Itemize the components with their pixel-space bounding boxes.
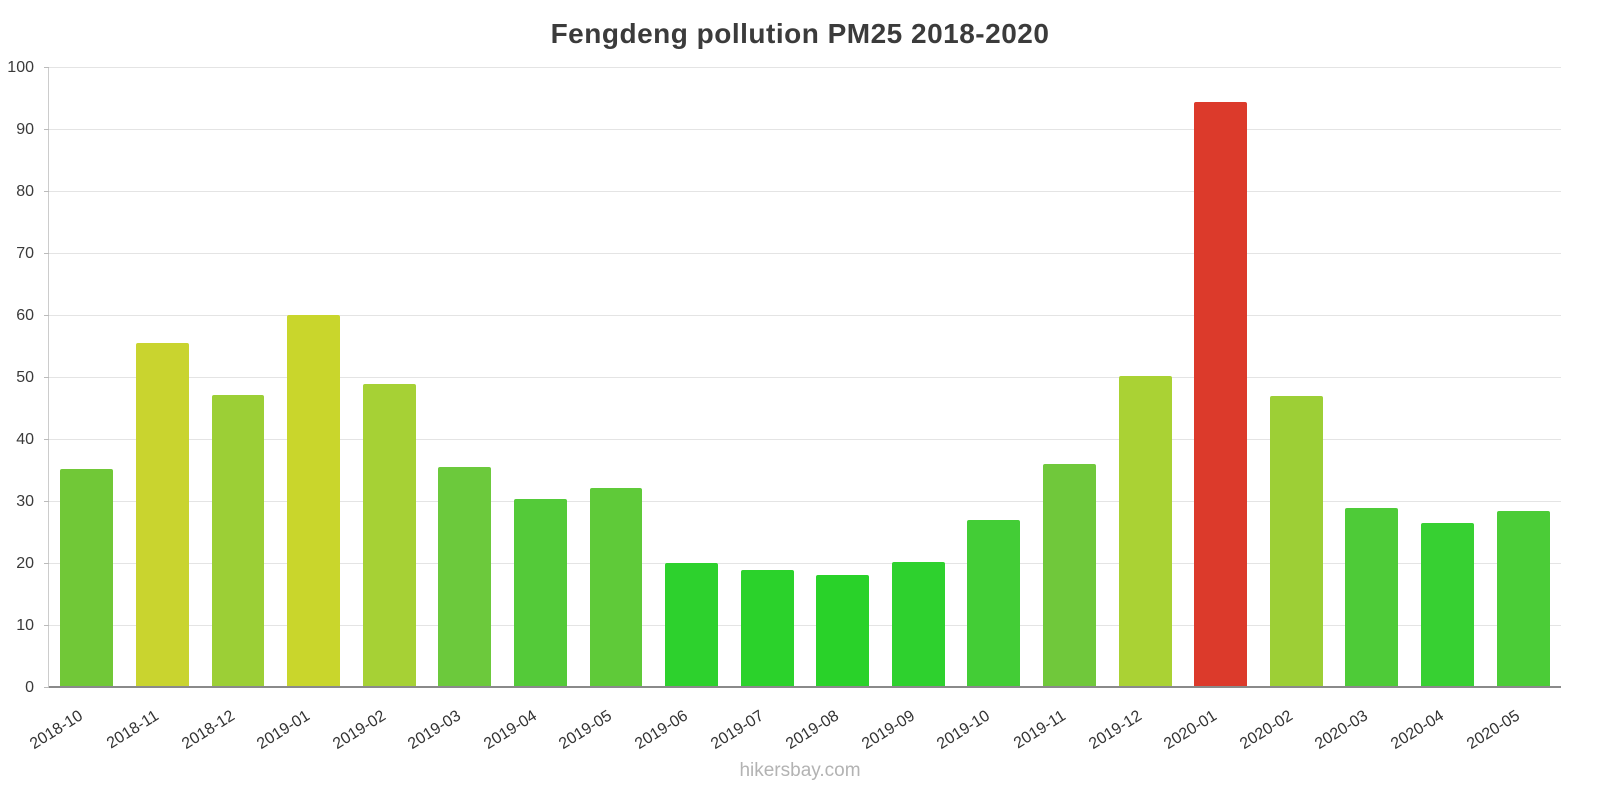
bar-2019-10	[967, 519, 1021, 688]
bar-2020-03	[1345, 508, 1399, 688]
bar-slot	[49, 68, 125, 688]
bar-slot	[125, 68, 201, 688]
bar-2020-04	[1421, 523, 1474, 688]
x-axis-tick-label: 2018-10	[27, 707, 87, 753]
plot-area	[44, 67, 1561, 688]
y-axis-tick-mark	[44, 563, 49, 564]
bar-slot	[956, 68, 1032, 688]
y-axis-tick-label: 70	[16, 245, 34, 262]
y-axis-tick-mark	[44, 439, 49, 440]
gridline	[49, 315, 1561, 316]
gridline	[49, 191, 1561, 192]
bar-2019-11	[1043, 464, 1096, 688]
bar-2019-04	[513, 498, 567, 688]
bar-slot	[200, 68, 276, 688]
bar-slot	[1107, 68, 1183, 688]
y-axis-tick-mark	[44, 501, 49, 502]
x-axis-line	[49, 686, 1561, 688]
y-axis-tick-mark	[44, 67, 49, 68]
gridline	[49, 501, 1561, 502]
y-axis-tick-label: 80	[16, 183, 34, 200]
bar-2019-09	[891, 561, 945, 688]
y-axis-tick-label: 30	[16, 493, 34, 510]
y-axis-labels: 0 10 20 30 40 50 60 70 80 90 100	[0, 59, 40, 696]
bar-2019-06	[665, 563, 718, 688]
bar-2018-12	[211, 395, 265, 688]
chart-title: Fengdeng pollution PM25 2018-2020	[550, 18, 1050, 49]
bar-slot	[729, 68, 805, 688]
bar-2020-05	[1496, 511, 1550, 688]
gridline	[49, 625, 1561, 626]
bar-slot	[427, 68, 503, 688]
y-axis-tick-label: 40	[16, 431, 34, 448]
bar-slot	[351, 68, 427, 688]
y-axis-tick-mark	[44, 687, 49, 688]
gridline	[49, 563, 1561, 564]
bar-2019-02	[362, 383, 416, 688]
bar-slot	[805, 68, 881, 688]
x-axis-labels: 2018-10 2018-11 2018-12 2019-01 2019-02 2019-…	[27, 690, 1560, 753]
y-axis-tick-mark	[44, 377, 49, 378]
bar-2020-02	[1269, 395, 1323, 688]
bar-2020-01	[1194, 102, 1248, 688]
bar-2019-07	[740, 569, 794, 688]
bar-2018-11	[135, 343, 189, 688]
bar-slot	[1183, 68, 1259, 688]
bar-slot	[1485, 68, 1561, 688]
gridline	[49, 67, 1561, 68]
gridline	[49, 253, 1561, 254]
bar-slot	[881, 68, 957, 688]
gridline	[49, 377, 1561, 378]
y-axis-tick-mark	[44, 191, 49, 192]
bar-slot	[1334, 68, 1410, 688]
bar-slot	[276, 68, 352, 688]
bar-slot	[1410, 68, 1486, 688]
bar-2019-08	[816, 574, 870, 688]
y-axis-tick-label: 10	[16, 617, 34, 634]
bar-2019-05	[589, 488, 643, 688]
bar-2018-10	[60, 469, 114, 688]
gridline	[49, 439, 1561, 440]
y-axis-tick-label: 50	[16, 369, 34, 386]
y-axis-tick-mark	[44, 315, 49, 316]
bar-slot	[654, 68, 730, 688]
bar-2019-01	[287, 314, 341, 688]
bars	[49, 68, 1561, 688]
gridline	[49, 129, 1561, 130]
bar-slot	[503, 68, 579, 688]
bar-2019-12	[1118, 375, 1172, 688]
x-label-slot: 2020-05	[1464, 690, 1560, 753]
bar-slot	[1032, 68, 1108, 688]
y-axis-tick-mark	[44, 129, 49, 130]
bar-2019-03	[438, 467, 492, 688]
y-axis-tick-mark	[44, 625, 49, 626]
y-axis-tick-label: 60	[16, 307, 34, 324]
y-axis-tick-label: 90	[16, 121, 34, 138]
y-axis-tick-label: 100	[7, 59, 34, 76]
bar-slot	[1259, 68, 1335, 688]
y-axis-tick-mark	[44, 253, 49, 254]
y-axis-tick-label: 0	[25, 679, 34, 696]
bar-slot	[578, 68, 654, 688]
watermark-text: hikersbay.com	[739, 760, 861, 781]
y-axis-tick-label: 20	[16, 555, 34, 572]
